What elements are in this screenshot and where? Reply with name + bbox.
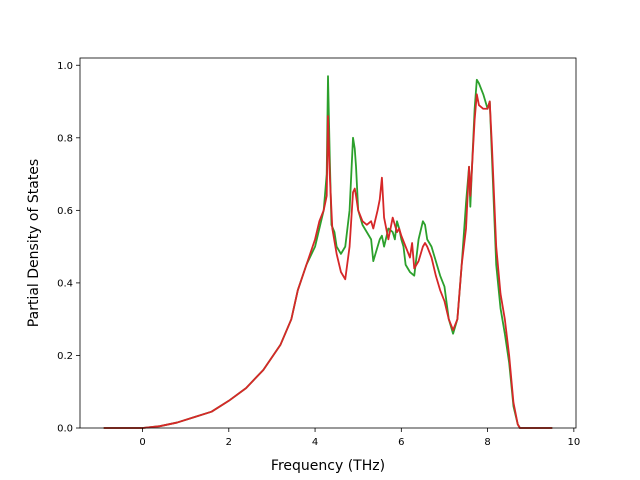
x-axis-ticks: 0 2 4 6 8 10	[139, 428, 580, 448]
x-tick-label: 10	[567, 437, 580, 448]
series-line-2	[103, 93, 553, 429]
y-tick-label: 0.0	[57, 424, 73, 435]
x-tick-label: 4	[312, 437, 318, 448]
y-tick-label: 0.8	[57, 133, 73, 144]
y-tick-label: 0.6	[57, 206, 73, 217]
y-tick-label: 0.2	[57, 351, 73, 362]
x-axis-label: Frequency (THz)	[271, 458, 385, 474]
x-tick-label: 6	[398, 437, 404, 448]
plot-frame	[79, 57, 577, 429]
series-layer	[103, 75, 553, 429]
y-axis-ticks: 0.0 0.2 0.4 0.6 0.8 1.0	[57, 61, 80, 435]
x-tick-label: 8	[484, 437, 490, 448]
y-axis-label: Partial Density of States	[26, 159, 42, 327]
y-tick-label: 1.0	[57, 61, 73, 72]
y-tick-label: 0.4	[57, 278, 73, 289]
x-tick-label: 0	[139, 437, 145, 448]
x-tick-label: 2	[226, 437, 232, 448]
